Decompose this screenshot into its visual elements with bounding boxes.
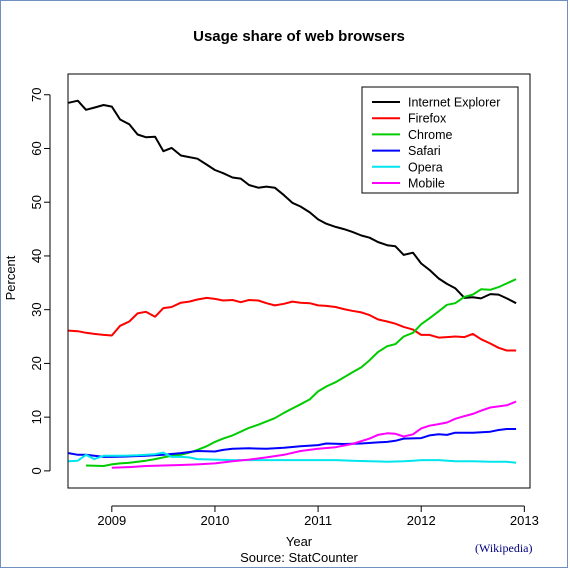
x-axis-label: Year (286, 534, 313, 549)
legend-label-opera: Opera (408, 160, 443, 174)
y-axis-label: Percent (3, 255, 18, 300)
plot-border (67, 73, 531, 489)
legend-label-firefox: Firefox (408, 112, 447, 126)
series-line-internet-explorer (68, 99, 517, 305)
legend-label-mobile: Mobile (408, 177, 445, 191)
y-axis: 0 10 20 30 40 50 60 70 (29, 88, 51, 474)
y-tick-label: 30 (29, 302, 44, 316)
wikipedia-credit: (Wikipedia) (475, 541, 533, 555)
series-line-chrome (85, 278, 517, 467)
y-tick-label: 10 (29, 410, 44, 424)
source-caption: Source: StatCounter (240, 550, 358, 565)
plot-lines (68, 99, 517, 469)
legend-label-chrome: Chrome (408, 128, 453, 142)
series-line-firefox (68, 296, 517, 352)
y-tick-label: 20 (29, 356, 44, 370)
legend-box (361, 86, 519, 194)
x-axis: 2009 2010 2011 2012 2013 (97, 505, 539, 528)
y-tick-label: 0 (29, 467, 44, 474)
y-tick-label: 60 (29, 141, 44, 155)
y-tick-label: 40 (29, 249, 44, 263)
x-tick-label: 2010 (200, 513, 229, 528)
series-line-opera (68, 451, 517, 464)
x-tick-label: 2012 (407, 513, 436, 528)
chart-title: Usage share of web browsers (193, 28, 405, 45)
x-tick-label: 2011 (304, 513, 332, 528)
x-tick-label: 2009 (97, 513, 126, 528)
y-tick-label: 50 (29, 195, 44, 209)
legend-label-safari: Safari (408, 144, 441, 158)
y-tick-label: 70 (29, 88, 44, 102)
legend: Internet Explorer Firefox Chrome Safari Oper… (361, 86, 519, 194)
legend-label-internet-explorer: Internet Explorer (408, 96, 500, 110)
x-tick-label: 2013 (510, 513, 539, 528)
series-line-mobile (111, 400, 517, 469)
